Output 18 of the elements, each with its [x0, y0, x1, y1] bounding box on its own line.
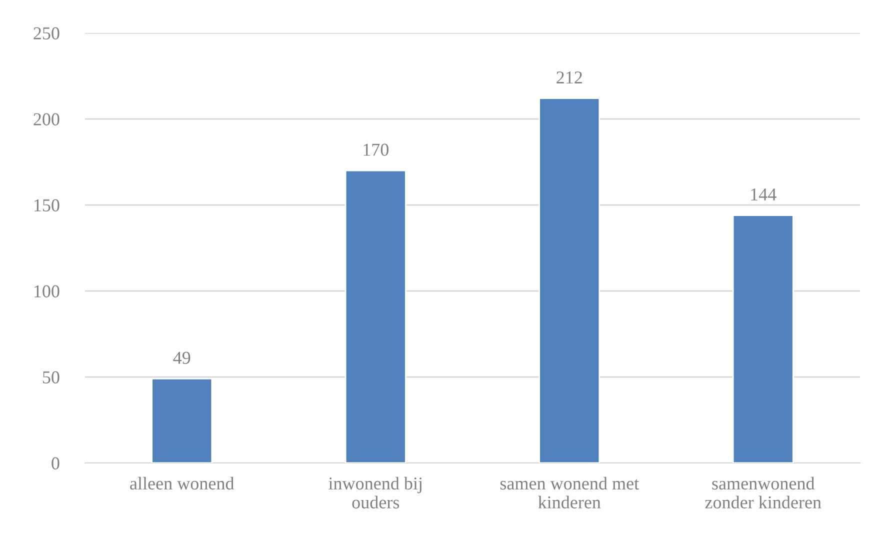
bar — [538, 98, 600, 463]
bar — [732, 214, 794, 463]
data-label: 144 — [751, 188, 776, 200]
y-tick-label: 250 — [34, 27, 60, 40]
x-tick-label: inwonend bij ouders — [328, 476, 422, 508]
bar — [344, 170, 406, 463]
bar — [151, 378, 213, 463]
data-label: 212 — [556, 71, 582, 84]
y-tick-label: 0 — [52, 457, 60, 470]
data-label: 49 — [173, 352, 190, 364]
y-tick-label: 50 — [42, 371, 60, 384]
x-tick-label: samen wonend met kinderen — [500, 476, 639, 508]
data-label: 170 — [364, 144, 388, 156]
y-tick-label: 150 — [34, 199, 60, 212]
x-tick-label: samenwonend zonder kinderen — [705, 476, 822, 508]
y-tick-label: 100 — [34, 285, 60, 298]
y-tick-label: 200 — [34, 113, 60, 126]
x-tick-label: alleen wonend — [130, 476, 234, 490]
